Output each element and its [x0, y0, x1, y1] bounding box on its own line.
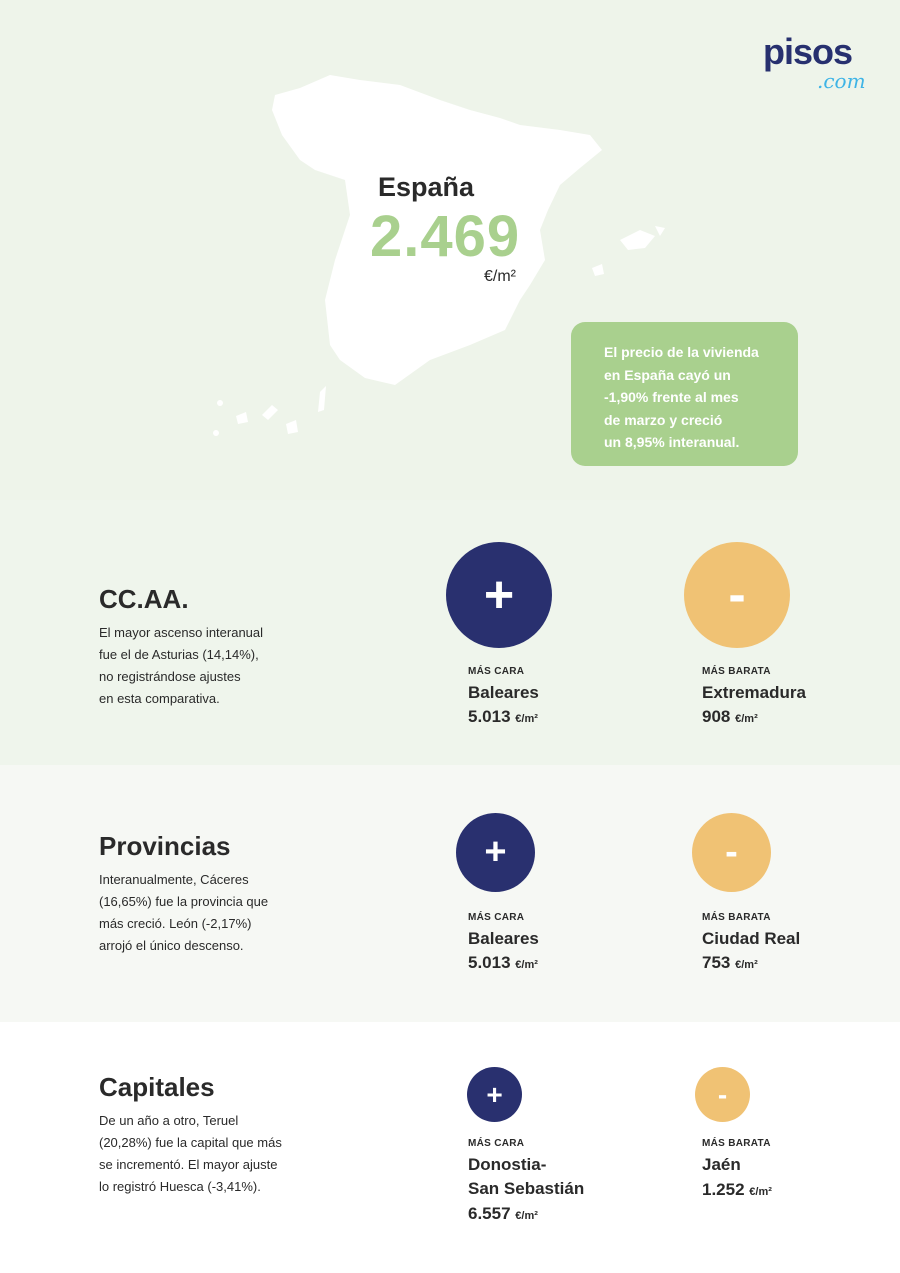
- plus-icon: +: [456, 813, 535, 892]
- summary-note: El precio de la vivienda en España cayó …: [571, 322, 798, 466]
- low-name: Ciudad Real: [702, 929, 801, 948]
- section-description: Interanualmente, Cáceres (16,65%) fue la…: [99, 872, 269, 953]
- section-description: De un año a otro, Teruel (20,28%) fue la…: [99, 1113, 282, 1194]
- country-name: España: [378, 172, 475, 202]
- low-label: MÁS BARATA: [702, 912, 771, 923]
- high-name: Baleares: [468, 929, 539, 948]
- minus-icon: -: [692, 813, 771, 892]
- high-name: Donostia- San Sebastián: [468, 1155, 585, 1198]
- logo-text: pisos: [763, 31, 853, 72]
- low-value: 753 €/m²: [702, 953, 758, 972]
- minus-icon: -: [684, 542, 790, 648]
- section-capitales: Capitales De un año a otro, Teruel (20,2…: [0, 1022, 900, 1273]
- high-label: MÁS CARA: [468, 912, 525, 923]
- section-description: El mayor ascenso interanual fue el de As…: [99, 625, 264, 706]
- spain-map: [213, 75, 665, 436]
- section-provincias: Provincias Interanualmente, Cáceres (16,…: [0, 765, 900, 1022]
- high-label: MÁS CARA: [468, 666, 525, 677]
- national-price: 2.469: [370, 204, 521, 269]
- high-value: 5.013 €/m²: [468, 707, 538, 726]
- low-label: MÁS BARATA: [702, 666, 771, 677]
- low-label: MÁS BARATA: [702, 1138, 771, 1149]
- high-value: 5.013 €/m²: [468, 953, 538, 972]
- minus-icon: -: [695, 1067, 750, 1122]
- low-value: 1.252 €/m²: [702, 1180, 772, 1199]
- section-title: Provincias: [99, 831, 231, 861]
- low-value: 908 €/m²: [702, 707, 758, 726]
- price-unit: €/m²: [484, 268, 516, 285]
- plus-icon: +: [467, 1067, 522, 1122]
- hero-section: pisos .com España 2.469 €/m² El precio d…: [0, 0, 900, 500]
- section-ccaa: CC.AA. El mayor ascenso interanual fue e…: [0, 500, 900, 765]
- high-value: 6.557 €/m²: [468, 1204, 538, 1223]
- section-title: CC.AA.: [99, 584, 189, 614]
- pisos-logo[interactable]: pisos .com: [763, 34, 873, 94]
- high-label: MÁS CARA: [468, 1138, 525, 1149]
- plus-icon: +: [446, 542, 552, 648]
- high-name: Baleares: [468, 683, 539, 702]
- low-name: Jaén: [702, 1155, 741, 1174]
- section-title: Capitales: [99, 1072, 215, 1102]
- logo-suffix: .com: [817, 69, 866, 93]
- low-name: Extremadura: [702, 683, 806, 702]
